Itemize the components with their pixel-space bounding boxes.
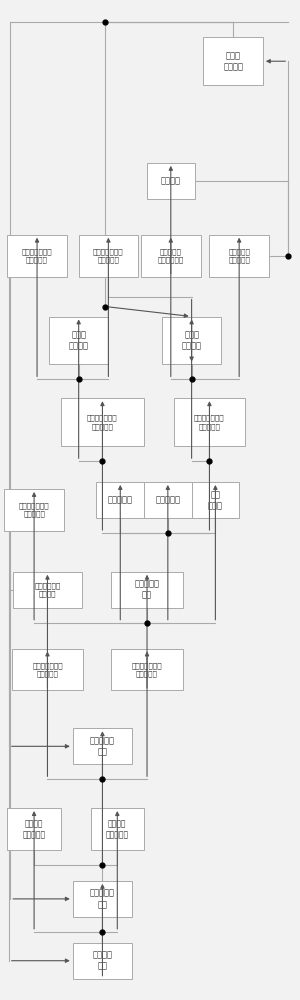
Text: 检测空压机
温度: 检测空压机 温度 — [134, 580, 160, 600]
FancyBboxPatch shape — [144, 482, 192, 518]
FancyBboxPatch shape — [4, 489, 64, 531]
Text: 压力低于
设定气压值: 压力低于 设定气压值 — [106, 819, 129, 839]
FancyBboxPatch shape — [49, 317, 108, 364]
FancyBboxPatch shape — [174, 398, 245, 446]
Text: 继续充气: 继续充气 — [161, 176, 181, 185]
Text: 检测空压机
速度: 检测空压机 速度 — [90, 736, 115, 756]
Text: 实时检测至压力
低于设定值: 实时检测至压力 低于设定值 — [19, 503, 50, 517]
Text: 空压机温度低于
设定报警值: 空压机温度低于 设定报警值 — [132, 662, 162, 677]
Text: 空压机
停止工作: 空压机 停止工作 — [223, 51, 243, 71]
FancyBboxPatch shape — [192, 482, 239, 518]
FancyBboxPatch shape — [61, 398, 144, 446]
Text: 检测储气缸
压力: 检测储气缸 压力 — [90, 889, 115, 909]
FancyBboxPatch shape — [13, 572, 82, 608]
Text: 开始
计时器: 开始 计时器 — [208, 490, 223, 510]
Text: 压力低于
设定气压值: 压力低于 设定气压值 — [22, 819, 46, 839]
Text: 储气缸压力
未达到设定值: 储气缸压力 未达到设定值 — [158, 248, 184, 263]
Text: 开启过滤器: 开启过滤器 — [155, 496, 180, 505]
FancyBboxPatch shape — [141, 235, 200, 277]
Text: 空压机温度大于
设定报警值: 空压机温度大于 设定报警值 — [22, 248, 52, 263]
FancyBboxPatch shape — [79, 235, 138, 277]
FancyBboxPatch shape — [162, 317, 221, 364]
Text: 检测储
气缸压力: 检测储 气缸压力 — [69, 330, 89, 350]
FancyBboxPatch shape — [7, 235, 67, 277]
FancyBboxPatch shape — [111, 572, 183, 608]
FancyBboxPatch shape — [147, 163, 195, 199]
FancyBboxPatch shape — [73, 728, 132, 764]
Text: 检测储
气缸压力: 检测储 气缸压力 — [182, 330, 202, 350]
Text: 空压机温度大于
设定报警值: 空压机温度大于 设定报警值 — [32, 662, 63, 677]
FancyBboxPatch shape — [12, 649, 83, 690]
FancyBboxPatch shape — [73, 943, 132, 979]
FancyBboxPatch shape — [73, 881, 132, 917]
Text: 开启空压机: 开启空压机 — [108, 496, 133, 505]
Text: 等待温度变低
至报警值: 等待温度变低 至报警值 — [34, 582, 61, 597]
Text: 空压机温度大于
设定报警值: 空压机温度大于 设定报警值 — [87, 415, 118, 430]
FancyBboxPatch shape — [203, 37, 263, 85]
FancyBboxPatch shape — [111, 649, 183, 690]
FancyBboxPatch shape — [7, 808, 61, 850]
Text: 空压机温度低于
设定报警值: 空压机温度低于 设定报警值 — [194, 415, 225, 430]
FancyBboxPatch shape — [209, 235, 269, 277]
Text: 气源系统
启动: 气源系统 启动 — [92, 951, 112, 971]
Text: 空压机温度低于
设定报警值: 空压机温度低于 设定报警值 — [93, 248, 124, 263]
FancyBboxPatch shape — [91, 808, 144, 850]
FancyBboxPatch shape — [97, 482, 144, 518]
Text: 储气缸压力
达到设定值: 储气缸压力 达到设定值 — [228, 248, 250, 263]
